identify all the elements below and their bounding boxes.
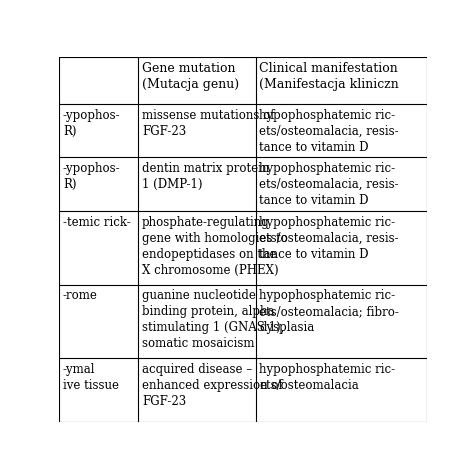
Text: missense mutations of
FGF-23: missense mutations of FGF-23 xyxy=(142,109,274,137)
Text: phosphate-regulating
gene with homologies to
endopeptidases on the
X chromosome : phosphate-regulating gene with homologie… xyxy=(142,216,288,277)
Text: Clinical manifestation
(Manifestacja kliniczn: Clinical manifestation (Manifestacja kli… xyxy=(259,62,399,91)
Text: -rome: -rome xyxy=(63,290,98,302)
Text: Gene mutation
(Mutacja genu): Gene mutation (Mutacja genu) xyxy=(142,62,239,91)
Text: hypophosphatemic ric-
ets/osteomalacia, resis-
tance to vitamin D: hypophosphatemic ric- ets/osteomalacia, … xyxy=(259,216,399,261)
Text: hypophosphatemic ric-
ets/osteomalacia, resis-
tance to vitamin D: hypophosphatemic ric- ets/osteomalacia, … xyxy=(259,109,399,154)
Text: dentin matrix protein
1 (DMP-1): dentin matrix protein 1 (DMP-1) xyxy=(142,162,269,191)
Text: hypophosphatemic ric-
ets/osteomalacia; fibro-
dysplasia: hypophosphatemic ric- ets/osteomalacia; … xyxy=(259,290,399,335)
Text: hypophosphatemic ric-
ets/osteomalacia, resis-
tance to vitamin D: hypophosphatemic ric- ets/osteomalacia, … xyxy=(259,162,399,207)
Text: -ymal
ive tissue: -ymal ive tissue xyxy=(63,363,119,392)
Text: guanine nucleotide
binding protein, alpha
stimulating 1 (GNAS 1),
somatic mosaic: guanine nucleotide binding protein, alph… xyxy=(142,290,284,350)
Text: hypophosphatemic ric-
ets/osteomalacia: hypophosphatemic ric- ets/osteomalacia xyxy=(259,363,396,392)
Text: -ypophos-
R): -ypophos- R) xyxy=(63,162,120,191)
Text: -temic rick-: -temic rick- xyxy=(63,216,131,229)
Text: acquired disease –
enhanced expression of
FGF-23: acquired disease – enhanced expression o… xyxy=(142,363,283,408)
Text: -ypophos-
R): -ypophos- R) xyxy=(63,109,120,137)
